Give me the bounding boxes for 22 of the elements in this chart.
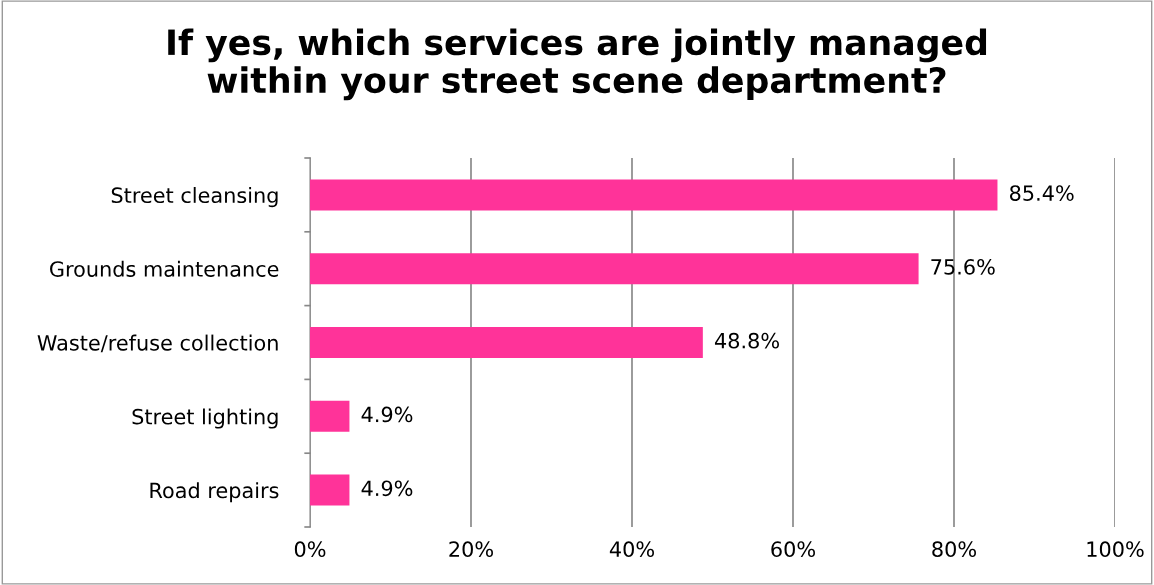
y-tick-label: Street cleansing (111, 186, 278, 208)
chart-title: If yes, which services are jointly managed within your street scene department? (168, 28, 987, 101)
data-label: 4.9% (361, 480, 413, 497)
x-tick-label: 0% (294, 541, 326, 558)
y-tick-label: Road repairs (150, 482, 279, 503)
x-tick-label: 80% (932, 541, 976, 558)
x-tick-label: 60% (771, 541, 815, 558)
bar (310, 474, 350, 506)
y-tick-label: Street lighting (132, 408, 278, 429)
data-label: 75.6% (931, 258, 995, 275)
data-label: 48.8% (714, 332, 779, 349)
x-tick-label: 20% (449, 541, 493, 558)
data-label: 85.4% (1009, 185, 1074, 201)
bar (310, 400, 350, 432)
bar (310, 253, 919, 285)
data-label: 4.9% (361, 406, 413, 423)
bar (310, 327, 703, 358)
x-tick-label: 100% (1087, 541, 1144, 558)
bar (310, 179, 998, 211)
y-tick-label: Waste/refuse collection (37, 334, 278, 353)
y-tick-label: Grounds maintenance (50, 260, 279, 277)
x-tick-label: 40% (609, 541, 654, 558)
